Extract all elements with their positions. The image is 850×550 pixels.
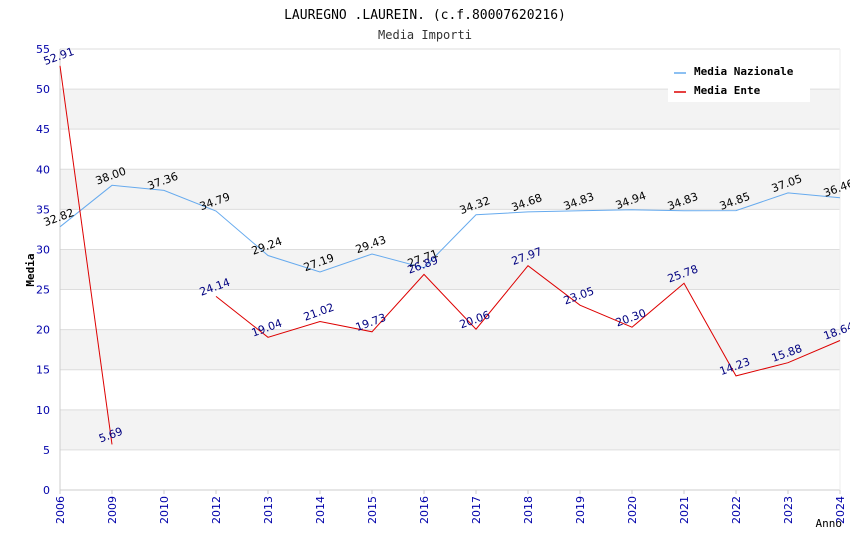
grid-band: [60, 449, 840, 490]
chart-title: LAUREGNO .LAUREIN. (c.f.80007620216): [284, 8, 566, 23]
x-tick-label: 2023: [782, 496, 795, 524]
legend-label: Media Ente: [694, 84, 761, 97]
axes: [59, 49, 841, 494]
y-tick-label: 15: [36, 364, 50, 377]
y-tick-label: 0: [43, 484, 50, 497]
y-tick-label: 10: [36, 404, 50, 417]
legend-box: [668, 60, 810, 102]
y-tick-label: 5: [43, 444, 50, 457]
legend-label: Media Nazionale: [694, 65, 794, 78]
grid-lines: [60, 48, 840, 491]
x-tick-label: 2013: [262, 496, 275, 524]
y-tick-label: 50: [36, 83, 50, 96]
legend: Media Nazionale Media Ente: [668, 60, 810, 102]
grid-band: [60, 369, 840, 410]
x-tick-label: 2022: [730, 496, 743, 524]
grid-band: [60, 129, 840, 170]
y-tick-label: 35: [36, 203, 50, 216]
y-tick-label: 30: [36, 243, 50, 256]
series-lines: [59, 65, 841, 445]
grid-band: [60, 169, 840, 210]
x-tick-label: 2006: [54, 496, 67, 524]
grid-band: [60, 209, 840, 250]
x-tick-label: 2009: [106, 496, 119, 524]
series-line-media-nazionale: [59, 184, 841, 273]
x-tick-label: 2020: [626, 496, 639, 524]
y-tick-label: 40: [36, 163, 50, 176]
x-tick-label: 2015: [366, 496, 379, 524]
series-line-media-ente: [59, 65, 113, 445]
y-tick-label: 45: [36, 123, 50, 136]
x-tick-labels: 2006 2009 2010 2012 2013 2014 2015 2016 2017 2018…: [54, 496, 847, 524]
x-tick-label: 2014: [314, 496, 327, 524]
x-tick-label: 2018: [522, 496, 535, 524]
series-line-media-ente: [215, 265, 841, 377]
x-tick-label: 2016: [418, 496, 431, 524]
grid-band: [60, 329, 840, 370]
x-axis-label: Anno: [816, 517, 843, 530]
grid-band: [60, 289, 840, 330]
x-tick-label: 2010: [158, 496, 171, 524]
x-tick-label: 2017: [470, 496, 483, 524]
grid-bands: [60, 49, 840, 490]
y-axis-label: Media: [24, 253, 37, 286]
x-tick-label: 2019: [574, 496, 587, 524]
x-tick-label: 2012: [210, 496, 223, 524]
y-tick-label: 20: [36, 324, 50, 337]
y-tick-label: 55: [36, 43, 50, 56]
grid-band: [60, 409, 840, 450]
y-tick-labels: 0 5 10 15 20 25 30 35 40 45 50 55: [36, 43, 50, 497]
grid-band: [60, 249, 840, 290]
y-tick-label: 25: [36, 284, 50, 297]
x-tick-label: 2024: [834, 496, 847, 524]
chart-subtitle: Media Importi: [378, 28, 472, 42]
x-tick-label: 2021: [678, 496, 691, 524]
